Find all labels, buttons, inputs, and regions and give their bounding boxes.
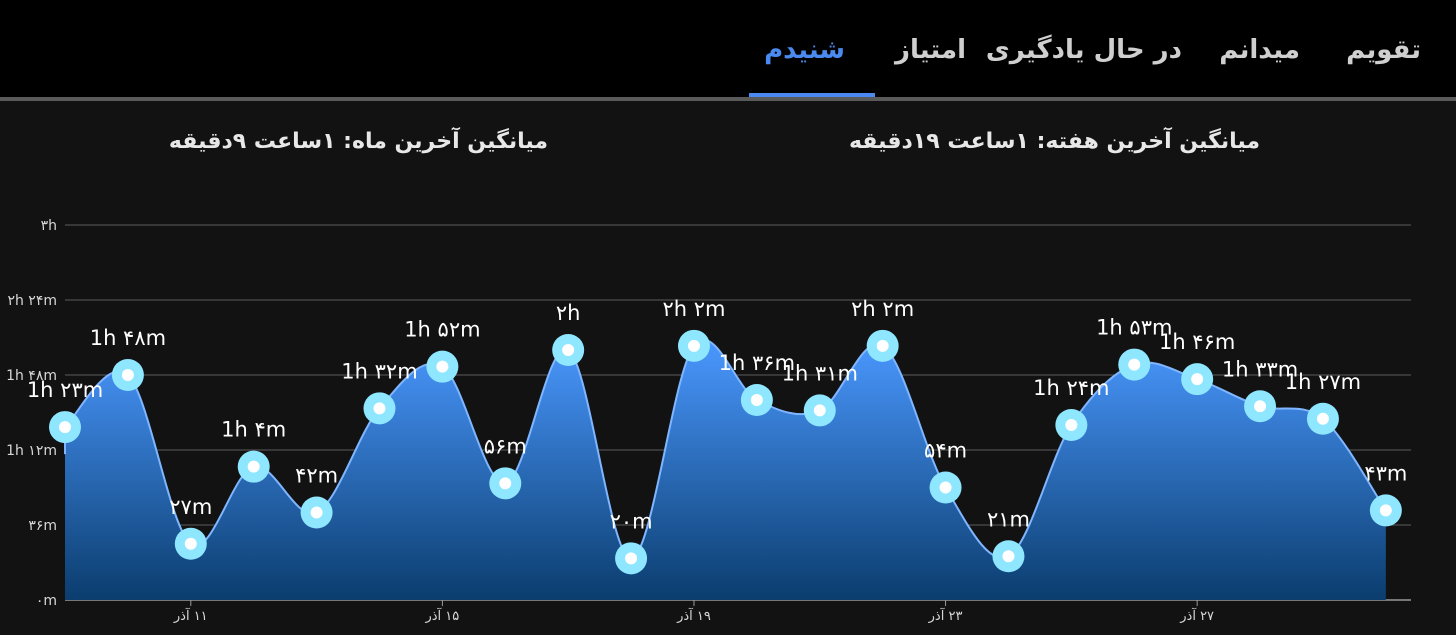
data-label: 1h ۲۳m: [27, 378, 103, 402]
y-tick-label: ۳۶m: [28, 518, 57, 534]
data-point[interactable]: [111, 359, 144, 391]
monthly-average-label: میانگین آخرین ماه: ۱ساعت ۹دقیقه: [168, 129, 548, 154]
data-point[interactable]: [1181, 363, 1214, 396]
data-point[interactable]: [929, 471, 962, 504]
data-point[interactable]: [866, 329, 899, 362]
data-point[interactable]: [740, 384, 773, 416]
data-point[interactable]: [552, 334, 585, 366]
data-point[interactable]: [300, 496, 333, 529]
active-tab-indicator: [749, 93, 875, 98]
data-label: ۲h: [556, 301, 581, 325]
data-label: 1h ۴۸m: [90, 326, 166, 350]
data-label: 1h ۳۶m: [719, 351, 795, 375]
data-label: ۲۱m: [987, 507, 1030, 531]
data-label: 1h ۴۶m: [1159, 330, 1235, 354]
data-point[interactable]: [1369, 494, 1402, 527]
tab-heard[interactable]: شنیدم: [764, 35, 845, 65]
data-label: 1h ۳۲m: [341, 359, 417, 383]
data-label: 1h ۲۷m: [1285, 370, 1361, 394]
data-point[interactable]: [489, 467, 522, 500]
data-point[interactable]: [49, 411, 81, 444]
tab-calendar[interactable]: تقویم: [1346, 35, 1421, 65]
data-point[interactable]: [363, 392, 396, 425]
data-point[interactable]: [1055, 409, 1088, 441]
x-tick-label: ۱۱ آذر: [173, 607, 208, 624]
top-tab-bar: تقویم میدانم در حال یادگیری امتیاز شنیدم: [0, 0, 1456, 98]
data-point[interactable]: [237, 450, 270, 483]
data-label: ۵۴m: [924, 439, 967, 463]
tab-score[interactable]: امتیاز: [895, 35, 966, 65]
y-tick-label: ۲h ۲۴m: [7, 293, 57, 309]
tab-bar-divider: [0, 97, 1456, 101]
data-point[interactable]: [1306, 402, 1339, 435]
data-label: 1h ۴m: [221, 418, 286, 442]
data-point[interactable]: [803, 394, 836, 427]
data-label: 1h ۵۲m: [404, 318, 480, 342]
data-label: ۵۶m: [484, 434, 527, 458]
data-label: ۲۷m: [169, 495, 212, 519]
data-point[interactable]: [1118, 348, 1151, 381]
data-point[interactable]: [615, 542, 648, 575]
y-tick-label: 1h ۱۲m: [6, 443, 57, 459]
y-tick-label: 1h ۴۸m: [6, 368, 57, 384]
x-tick-label: ۲۳ آذر: [928, 607, 963, 624]
data-label: ۲۰m: [610, 509, 653, 533]
y-tick-label: ۰m: [36, 593, 57, 609]
data-label: 1h ۳۱m: [782, 361, 858, 385]
data-label: 1h ۳۳m: [1222, 357, 1298, 381]
data-label: 1h ۵۳m: [1096, 316, 1172, 340]
data-label: 1h ۲۴m: [1033, 376, 1109, 400]
x-tick-label: ۱۵ آذر: [424, 607, 459, 624]
data-point[interactable]: [174, 527, 207, 560]
data-label: ۴۳m: [1364, 461, 1407, 485]
data-point[interactable]: [992, 540, 1025, 573]
x-tick-label: ۱۹ آذر: [676, 607, 711, 624]
data-point[interactable]: [426, 350, 459, 383]
tab-learning[interactable]: در حال یادگیری: [985, 35, 1182, 65]
data-label: ۴۲m: [295, 464, 338, 488]
data-label: ۲h ۲m: [851, 297, 914, 321]
data-point[interactable]: [677, 329, 710, 362]
data-point[interactable]: [1244, 390, 1277, 423]
y-tick-label: ۳h: [41, 218, 57, 234]
area-fill: [65, 339, 1386, 600]
tab-known[interactable]: میدانم: [1219, 35, 1300, 65]
data-label: ۲h ۲m: [662, 297, 725, 321]
x-tick-label: ۲۷ آذر: [1179, 607, 1214, 624]
weekly-average-label: میانگین آخرین هفته: ۱ساعت ۱۹دقیقه: [848, 129, 1260, 154]
